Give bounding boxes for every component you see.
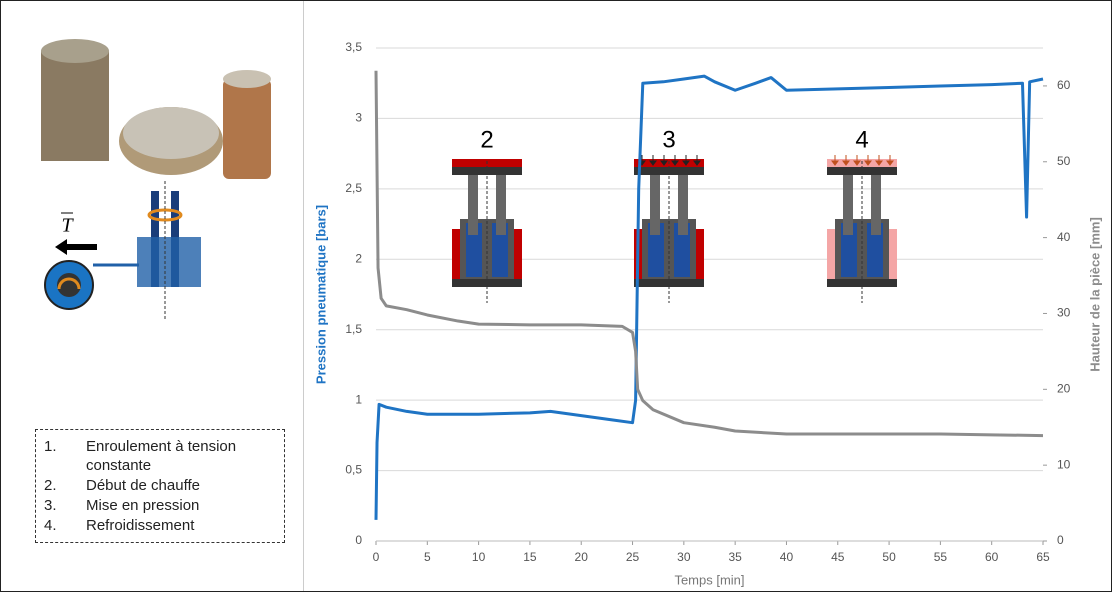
series-line — [374, 74, 1044, 520]
step-text: Enroulement à tension constante — [86, 438, 237, 474]
photo-part — [123, 107, 219, 159]
step: 2. Début de chauffe — [44, 476, 280, 495]
pressure-arrow — [649, 155, 657, 166]
left-panel: T 1. Enroulement à tension constante 2. Déb… — [1, 1, 304, 591]
x-tick-label: 25 — [626, 550, 640, 564]
annotation: 2 — [480, 126, 493, 153]
y2-tick-label: 0 — [1057, 533, 1064, 547]
pressure-arrow — [660, 155, 668, 166]
chart: 0 0,5 1 1,5 2 2,5 3 3,5 0 10 20 30 40 50 60 0 5 10 15 20 25 3… — [313, 40, 1102, 587]
step-list: 1. Enroulement à tension constante 2. Début… — [35, 429, 285, 543]
press-fiber — [648, 223, 664, 277]
x-tick-label: 65 — [1036, 550, 1050, 564]
x-tick-label: 55 — [934, 550, 948, 564]
winding — [137, 237, 201, 287]
y-tick-label: 3,5 — [345, 40, 362, 54]
spool-arrow — [57, 277, 81, 290]
step-number: 1. — [44, 438, 57, 455]
x-axis-label: Temps [min] — [674, 572, 744, 587]
pressure-arrow — [671, 155, 679, 166]
y-tick-label: 3 — [355, 111, 362, 125]
step-text: Début de chauffe — [86, 477, 200, 494]
step-number: 3. — [44, 497, 57, 514]
x-tick-label: 30 — [677, 550, 691, 564]
illustration: T — [41, 39, 271, 319]
press-piston — [843, 175, 853, 235]
y-tick-label: 0,5 — [345, 463, 362, 477]
x-tick-label: 20 — [575, 550, 589, 564]
press-fiber — [674, 223, 690, 277]
tension-arrow — [55, 239, 97, 255]
y2-tick-label: 60 — [1057, 78, 1071, 92]
pressure-arrow — [842, 155, 850, 166]
press-piston — [496, 175, 506, 235]
x-tick-label: 45 — [831, 550, 845, 564]
photo-part — [41, 39, 109, 63]
press-schematic: 4 — [827, 126, 897, 303]
x-tick-label: 35 — [728, 550, 742, 564]
press-piston — [468, 175, 478, 235]
pressure-arrow — [886, 155, 894, 166]
pressure-arrow — [682, 155, 690, 166]
step-text: Refroidissement — [86, 517, 195, 534]
press-piston — [678, 175, 688, 235]
y-tick-label: 0 — [355, 533, 362, 547]
press-schematic: 2 — [452, 126, 522, 303]
y2-tick-label: 10 — [1057, 457, 1071, 471]
photo-part — [223, 70, 271, 88]
y-tick-label: 2,5 — [345, 181, 362, 195]
force-label: T — [61, 215, 74, 237]
y2-axis-label: Hauteur de la pièce [mm] — [1087, 217, 1102, 372]
press-fiber — [841, 223, 857, 277]
photo-part — [223, 79, 271, 179]
y-tick-label: 2 — [355, 251, 362, 265]
x-tick-label: 50 — [882, 550, 896, 564]
series-line — [374, 70, 1044, 438]
step: 3. Mise en pression — [44, 496, 280, 515]
pressure-arrow — [864, 155, 872, 166]
annotation: 3 — [662, 126, 675, 153]
press-piston — [871, 175, 881, 235]
photo-part — [41, 51, 109, 161]
pressure-arrow — [875, 155, 883, 166]
x-tick-label: 15 — [523, 550, 537, 564]
pressure-arrow — [853, 155, 861, 166]
press-fiber — [867, 223, 883, 277]
x-tick-label: 0 — [373, 550, 380, 564]
y2-tick-label: 30 — [1057, 306, 1071, 320]
press-piston — [650, 175, 660, 235]
pressure-arrow — [693, 155, 701, 166]
rotation-arrow — [147, 208, 183, 222]
spool-hub — [57, 273, 81, 297]
press-schematic: 3 — [634, 126, 704, 303]
step-number: 2. — [44, 477, 57, 494]
y2-tick-label: 40 — [1057, 230, 1071, 244]
y-tick-label: 1,5 — [345, 322, 362, 336]
step: 1. Enroulement à tension constante — [44, 437, 280, 475]
y2-tick-label: 50 — [1057, 154, 1071, 168]
annotation: 4 — [855, 126, 868, 153]
step-number: 4. — [44, 517, 57, 534]
step: 4. Refroidissement — [44, 516, 280, 535]
step-text: Mise en pression — [86, 497, 200, 514]
y-tick-label: 1 — [355, 392, 362, 406]
x-tick-label: 5 — [424, 550, 431, 564]
y2-tick-label: 20 — [1057, 381, 1071, 395]
y-axis-label: Pression pneumatique [bars] — [313, 205, 328, 384]
press-fiber — [492, 223, 508, 277]
x-tick-label: 10 — [472, 550, 486, 564]
x-tick-label: 40 — [780, 550, 794, 564]
pressure-arrow — [831, 155, 839, 166]
press-fiber — [466, 223, 482, 277]
x-tick-label: 60 — [985, 550, 999, 564]
